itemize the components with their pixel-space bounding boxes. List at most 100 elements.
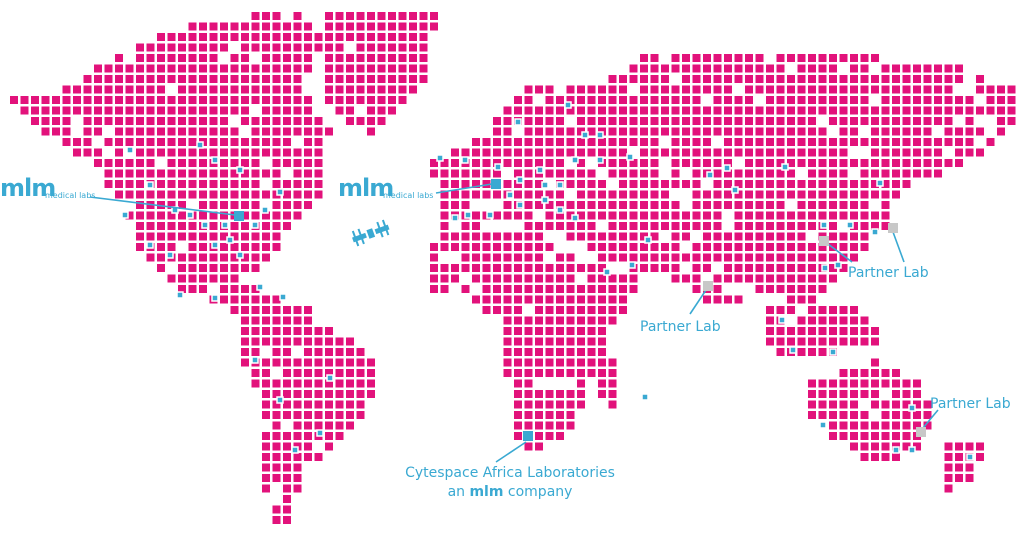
land-cell bbox=[766, 138, 774, 146]
land-cell bbox=[178, 43, 186, 52]
land-cell bbox=[566, 169, 575, 178]
land-cell bbox=[577, 211, 585, 220]
land-cell bbox=[724, 201, 732, 209]
land-cell bbox=[220, 253, 228, 262]
land-cell bbox=[724, 264, 732, 272]
land-cell bbox=[220, 211, 228, 220]
land-cell bbox=[745, 64, 753, 73]
land-cell bbox=[251, 295, 260, 304]
land-cell bbox=[167, 54, 176, 62]
land-cell bbox=[283, 159, 291, 167]
land-cell bbox=[293, 474, 302, 482]
land-cell bbox=[724, 117, 732, 125]
land-cell bbox=[871, 138, 879, 146]
land-cell bbox=[566, 295, 575, 304]
land-cell bbox=[503, 306, 512, 314]
land-cell bbox=[608, 117, 617, 125]
land-cell bbox=[808, 390, 816, 398]
land-cell bbox=[451, 190, 459, 199]
land-cell bbox=[157, 264, 165, 272]
land-cell bbox=[692, 127, 701, 136]
land-cell bbox=[703, 148, 711, 157]
land-cell bbox=[787, 169, 795, 178]
land-cell bbox=[766, 243, 774, 251]
land-cell bbox=[335, 348, 344, 356]
land-cell bbox=[493, 306, 501, 314]
land-cell bbox=[104, 85, 113, 94]
land-cell bbox=[178, 222, 186, 230]
land-cell bbox=[325, 327, 333, 335]
land-cell bbox=[304, 390, 312, 398]
land-cell bbox=[608, 253, 617, 262]
land-cell bbox=[199, 201, 207, 209]
land-cell bbox=[251, 75, 260, 83]
land-cell bbox=[850, 442, 858, 451]
land-cell bbox=[535, 390, 543, 398]
lab-marker bbox=[571, 156, 579, 164]
land-cell bbox=[965, 106, 974, 115]
land-cell bbox=[272, 474, 281, 482]
land-cell bbox=[304, 117, 312, 125]
land-cell bbox=[325, 369, 333, 377]
land-cell bbox=[955, 463, 963, 472]
land-cell bbox=[209, 106, 218, 115]
land-cell bbox=[293, 180, 302, 188]
land-cell bbox=[304, 22, 312, 31]
land-cell bbox=[682, 180, 690, 188]
land-cell bbox=[850, 253, 858, 262]
land-cell bbox=[503, 232, 512, 241]
land-cell bbox=[692, 96, 701, 104]
land-cell bbox=[535, 327, 543, 335]
land-cell bbox=[808, 222, 816, 230]
land-cell bbox=[881, 432, 890, 440]
land-cell bbox=[934, 64, 942, 73]
land-cell bbox=[314, 169, 323, 178]
land-cell bbox=[146, 54, 155, 62]
land-cell bbox=[860, 180, 869, 188]
land-cell bbox=[167, 106, 176, 115]
land-cell bbox=[556, 337, 564, 346]
land-cell bbox=[325, 33, 333, 41]
land-cell bbox=[157, 85, 165, 94]
land-cell bbox=[797, 211, 806, 220]
land-cell bbox=[556, 117, 564, 125]
land-cell bbox=[829, 201, 837, 209]
land-cell bbox=[314, 421, 323, 430]
land-cell bbox=[703, 54, 711, 62]
land-cell bbox=[661, 117, 669, 125]
land-cell bbox=[766, 159, 774, 167]
land-cell bbox=[514, 243, 522, 251]
land-cell bbox=[829, 232, 837, 241]
land-cell bbox=[703, 190, 711, 199]
land-cell bbox=[188, 180, 197, 188]
lab-marker bbox=[291, 446, 299, 454]
land-cell bbox=[230, 96, 239, 104]
land-cell bbox=[524, 232, 533, 241]
land-cell bbox=[892, 106, 900, 115]
land-cell bbox=[829, 432, 837, 440]
land-cell bbox=[283, 411, 291, 419]
land-cell bbox=[325, 85, 333, 94]
land-cell bbox=[178, 201, 186, 209]
land-cell bbox=[745, 159, 753, 167]
land-cell bbox=[514, 180, 522, 188]
land-cell bbox=[724, 127, 732, 136]
land-cell bbox=[776, 243, 785, 251]
land-cell bbox=[787, 274, 795, 283]
lab-marker bbox=[789, 346, 797, 354]
lab-marker bbox=[494, 163, 502, 171]
land-cell bbox=[220, 243, 228, 251]
land-cell bbox=[377, 106, 386, 115]
land-cell bbox=[671, 117, 680, 125]
land-cell bbox=[629, 169, 638, 178]
land-cell bbox=[650, 148, 659, 157]
land-cell bbox=[745, 211, 753, 220]
land-cell bbox=[220, 169, 228, 178]
land-cell bbox=[913, 138, 921, 146]
land-cell bbox=[566, 400, 575, 409]
land-cell bbox=[335, 33, 344, 41]
land-cell bbox=[787, 264, 795, 272]
land-cell bbox=[671, 264, 680, 272]
land-cell bbox=[262, 327, 270, 335]
